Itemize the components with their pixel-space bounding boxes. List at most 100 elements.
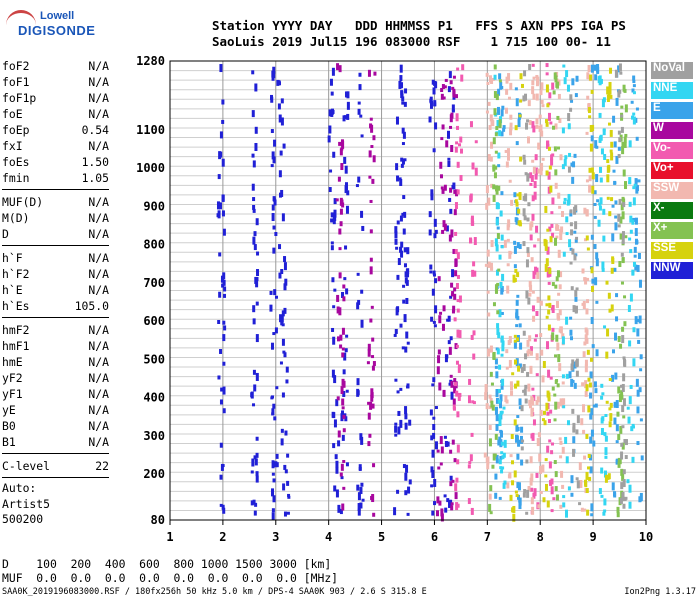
echo-point: [611, 482, 615, 491]
echo-point: [592, 440, 596, 447]
echo-point: [471, 400, 475, 404]
echo-point: [636, 328, 640, 337]
echo-point: [595, 300, 599, 304]
echo-point: [221, 119, 225, 124]
echo-point: [506, 263, 510, 267]
echo-point: [253, 455, 257, 460]
echo-point: [619, 384, 623, 388]
echo-point: [357, 508, 361, 516]
param-name: B1: [2, 435, 16, 449]
echo-point: [571, 379, 575, 383]
echo-point: [492, 137, 496, 145]
echo-point: [620, 114, 624, 118]
echo-point: [445, 225, 449, 232]
echo-point: [601, 267, 605, 272]
echo-point: [252, 318, 256, 325]
echo-point: [329, 169, 333, 173]
echo-point: [500, 131, 504, 137]
legend-item-e: E: [651, 102, 693, 119]
echo-point: [593, 190, 597, 195]
echo-point: [358, 72, 362, 77]
echo-point: [338, 307, 342, 316]
echo-point: [450, 502, 454, 506]
echo-point: [437, 276, 441, 282]
echo-point: [469, 193, 473, 201]
echo-point: [570, 475, 574, 484]
echo-point: [606, 94, 610, 102]
echo-point: [548, 439, 552, 443]
echo-point: [501, 105, 505, 110]
echo-point: [520, 446, 524, 451]
echo-point: [252, 499, 256, 505]
echo-point: [559, 229, 563, 236]
echo-point: [548, 226, 552, 232]
echo-point: [339, 208, 343, 215]
echo-point: [624, 104, 628, 113]
echo-point: [436, 366, 440, 375]
echo-point: [338, 228, 342, 235]
echo-point: [541, 104, 545, 108]
echo-point: [637, 252, 641, 259]
echo-point: [599, 166, 603, 173]
echo-point: [440, 446, 444, 454]
echo-point: [583, 508, 587, 512]
echo-point: [637, 179, 641, 183]
param-value: N/A: [88, 59, 109, 73]
echo-point: [559, 440, 563, 445]
echo-point: [432, 416, 436, 420]
param-row-yf2: yF2 N/A: [2, 370, 109, 386]
echo-point: [569, 209, 573, 214]
echo-point: [630, 100, 634, 104]
echo-point: [345, 462, 349, 467]
echo-point: [561, 399, 565, 408]
echo-point: [489, 398, 493, 404]
echo-point: [280, 189, 284, 197]
param-name: h`E: [2, 283, 23, 297]
echo-point: [618, 89, 622, 94]
echo-point: [562, 64, 566, 68]
echo-point: [330, 108, 334, 115]
echo-point: [547, 186, 551, 194]
echo-point: [503, 480, 507, 485]
echo-point: [564, 155, 568, 160]
echo-point: [629, 249, 633, 254]
echo-point: [632, 80, 636, 84]
echo-point: [430, 466, 434, 473]
echo-point: [608, 308, 612, 313]
echo-point: [635, 378, 639, 387]
echo-point: [441, 84, 445, 90]
echo-point: [614, 69, 618, 78]
echo-point: [554, 169, 558, 176]
echo-point: [548, 92, 552, 99]
echo-point: [589, 143, 593, 152]
echo-point: [497, 388, 501, 393]
echo-point: [570, 363, 574, 371]
echo-point: [449, 475, 453, 481]
echo-point: [404, 413, 408, 420]
echo-point: [541, 375, 545, 383]
echo-point: [636, 318, 640, 322]
echo-point: [519, 156, 523, 162]
echo-point: [280, 320, 284, 326]
echo-point: [284, 469, 288, 474]
echo-point: [333, 419, 337, 428]
echo-point: [535, 311, 539, 317]
echo-point: [592, 404, 596, 408]
echo-point: [595, 145, 599, 149]
echo-point: [496, 327, 500, 335]
echo-point: [497, 332, 501, 339]
echo-point: [451, 104, 455, 112]
echo-point: [549, 121, 553, 125]
echo-point: [359, 487, 363, 495]
echo-point: [458, 393, 462, 398]
echo-point: [447, 86, 451, 93]
echo-point: [516, 482, 520, 489]
echo-point: [515, 308, 519, 317]
echo-point: [370, 495, 374, 500]
echo-point: [531, 387, 535, 391]
echo-point: [634, 178, 638, 186]
echo-point: [445, 354, 449, 359]
echo-point: [628, 201, 632, 207]
echo-point: [372, 135, 376, 141]
echo-point: [595, 174, 599, 183]
